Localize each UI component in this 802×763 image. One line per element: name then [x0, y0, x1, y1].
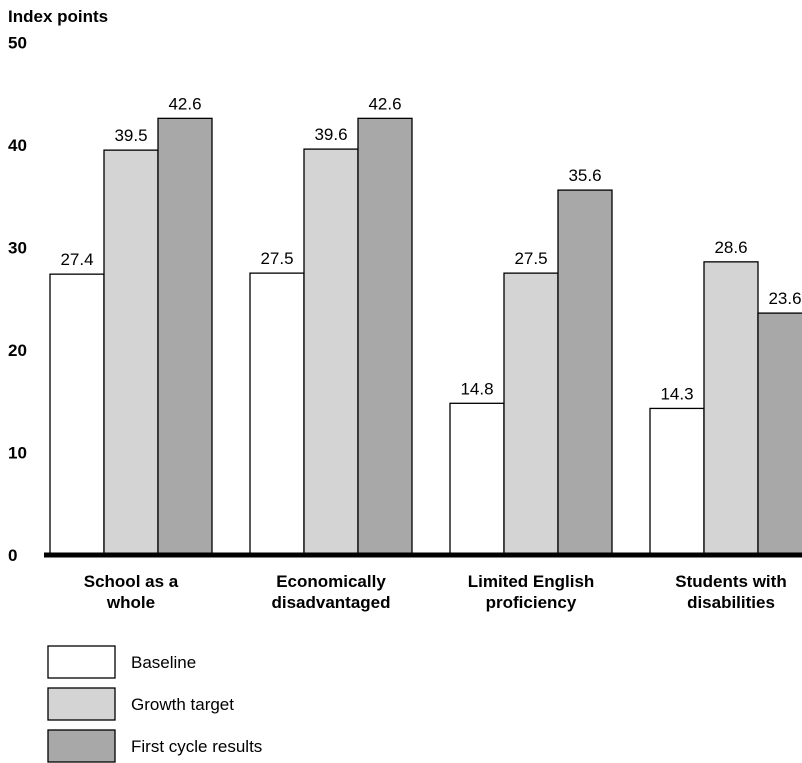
bar — [249, 272, 305, 556]
data-label: 14.8 — [460, 379, 493, 398]
legend: Baseline Growth target First cycle results — [47, 645, 262, 763]
data-label: 23.6 — [768, 289, 801, 308]
legend-label: First cycle results — [131, 737, 262, 756]
data-label: 28.6 — [714, 238, 747, 257]
bar — [503, 272, 559, 556]
data-label: 27.5 — [514, 249, 547, 268]
legend-swatch — [47, 645, 116, 679]
y-tick-label: 10 — [8, 444, 27, 463]
y-tick-label: 30 — [8, 239, 27, 258]
category-label: Students with — [675, 572, 786, 591]
bar — [557, 189, 613, 556]
bar — [103, 149, 159, 556]
bar — [303, 148, 359, 556]
y-tick-label: 50 — [8, 34, 27, 53]
data-labels: 27.4 27.5 14.8 14.3 39.5 39.6 27.5 28.6 42.6 42.6… — [60, 94, 801, 403]
category-label: Limited English — [468, 572, 595, 591]
data-label: 39.5 — [114, 126, 147, 145]
category-label: disadvantaged — [271, 593, 390, 612]
data-label: 42.6 — [368, 94, 401, 113]
data-label: 35.6 — [568, 166, 601, 185]
bars — [49, 117, 802, 556]
category-label: proficiency — [486, 593, 577, 612]
category-label: whole — [106, 593, 155, 612]
data-label: 14.3 — [660, 384, 693, 403]
data-label: 27.4 — [60, 250, 93, 269]
y-tick-label: 20 — [8, 341, 27, 360]
legend-label: Growth target — [131, 695, 234, 714]
data-label: 27.5 — [260, 249, 293, 268]
bar — [49, 273, 105, 556]
bar — [649, 407, 705, 556]
bar — [757, 312, 802, 556]
category-label: disabilities — [687, 593, 775, 612]
bar — [357, 117, 413, 556]
data-label: 39.6 — [314, 125, 347, 144]
y-tick-label: 0 — [8, 546, 17, 565]
y-tick-labels: 0 10 20 30 40 50 — [8, 34, 27, 566]
y-tick-label: 40 — [8, 136, 27, 155]
legend-label: Baseline — [131, 653, 196, 672]
category-label: School as a — [84, 572, 179, 591]
bar — [157, 117, 213, 556]
bar — [449, 402, 505, 556]
category-label: Economically — [276, 572, 386, 591]
category-labels: School as a whole Economically disadvantage… — [84, 572, 787, 612]
data-label: 42.6 — [168, 94, 201, 113]
y-axis-title: Index points — [8, 7, 108, 26]
bar — [703, 261, 759, 556]
legend-swatch — [47, 729, 116, 763]
legend-swatch — [47, 687, 116, 721]
